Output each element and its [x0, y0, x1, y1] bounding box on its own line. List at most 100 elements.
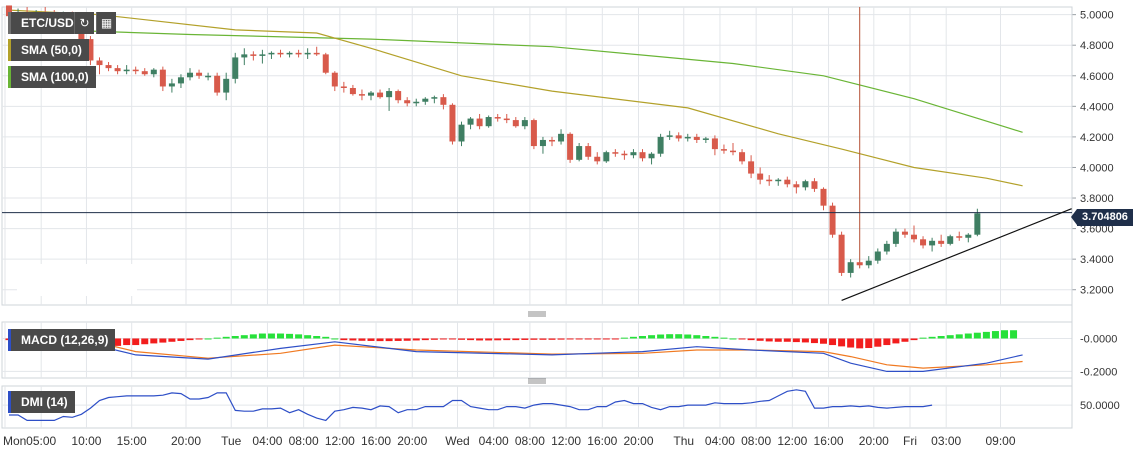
xtick-label: 15:00 — [117, 434, 147, 448]
macd-hist-bar — [521, 338, 529, 340]
macd-hist-bar — [114, 338, 122, 346]
candle-body — [6, 5, 12, 17]
macd-hist-bar — [340, 338, 348, 341]
macd-hist-bar — [503, 338, 511, 341]
macd-hist-bar — [222, 336, 230, 339]
candle-body — [340, 86, 347, 88]
macd-hist-bar — [204, 338, 212, 340]
macd-hist-bar — [982, 331, 990, 339]
candle-body — [141, 71, 148, 75]
candle-body — [693, 136, 700, 140]
macd-hist-bar — [847, 338, 855, 348]
candle-body — [567, 133, 574, 160]
candle-body — [521, 120, 528, 127]
macd-hist-bar — [249, 334, 257, 339]
candle-body — [920, 239, 927, 246]
macd-hist-bar — [295, 334, 303, 339]
macd-hist-bar — [611, 338, 619, 340]
macd-hist-bar — [928, 336, 936, 339]
candle-body — [485, 117, 492, 127]
macd-hist-bar — [322, 336, 330, 339]
candle-body — [431, 97, 438, 99]
dmi-chip[interactable]: DMI (14) — [8, 391, 75, 413]
candle-body — [458, 124, 465, 142]
ytick-label-price: 3.8000 — [1080, 193, 1114, 205]
xtick-label: 16:00 — [361, 434, 391, 448]
macd-hist-bar — [286, 333, 294, 339]
macd-hist-bar — [910, 338, 918, 341]
candle-body — [657, 136, 664, 154]
macd-hist-bar — [584, 338, 592, 340]
candle-body — [874, 251, 881, 261]
pane-frame-1 — [1, 321, 1073, 379]
macd-hist-bar — [620, 337, 628, 339]
macd-hist-bar — [385, 338, 393, 342]
xtick-label: 16:00 — [814, 434, 844, 448]
symbol-label: ETC/USD — [21, 16, 74, 30]
xtick-label: 20:00 — [397, 434, 427, 448]
macd-hist-bar — [476, 338, 484, 341]
candle-body — [702, 138, 709, 140]
candle-body — [223, 78, 230, 93]
macd-hist-bar — [792, 338, 800, 343]
candle-body — [187, 72, 193, 78]
ytick-label-price: 4.0000 — [1080, 162, 1114, 174]
candles — [6, 5, 981, 278]
xtick-label: 12:00 — [777, 434, 807, 448]
ytick-label-price: 4.6000 — [1080, 71, 1114, 83]
candles-button[interactable]: ▦ — [96, 12, 116, 34]
xtick-label: 20:00 — [859, 434, 889, 448]
candle-body — [829, 205, 836, 235]
macd-hist-bar — [331, 338, 339, 340]
candle-body — [883, 243, 890, 252]
candle-body — [196, 72, 203, 76]
macd-hist-bar — [629, 336, 637, 339]
candle-body — [666, 135, 673, 137]
macd-hist-bar — [485, 338, 493, 341]
candle-body — [793, 184, 800, 188]
macd-hist-bar — [168, 338, 176, 342]
candle-body — [594, 156, 601, 162]
macd-hist-bar — [946, 335, 954, 339]
macd-hist-bar — [747, 338, 755, 341]
macd-hist-bar — [557, 338, 565, 340]
candle-body — [132, 69, 139, 72]
macd-hist-bar — [1001, 330, 1008, 339]
macd-hist-bar — [448, 338, 456, 340]
macd-hist-bar — [838, 338, 846, 347]
candle-body — [802, 181, 809, 188]
candle-body — [404, 100, 411, 104]
sma50-label: SMA (50,0) — [21, 43, 82, 57]
macd-hist-bar — [901, 338, 909, 342]
candle-body — [621, 153, 628, 156]
macd-hist-bar — [892, 338, 900, 344]
xtick-label: 05:00 — [26, 434, 56, 448]
sma50-chip[interactable]: SMA (50,0) — [8, 39, 89, 61]
macd-hist-bar — [738, 338, 746, 340]
candle-body — [114, 68, 121, 72]
candle-body — [440, 97, 447, 105]
candle-body — [277, 52, 284, 55]
current-price-label: 3.704806 — [1071, 209, 1133, 226]
candle-body — [467, 118, 474, 125]
macd-hist-bar — [919, 337, 927, 339]
macd-hist-bar — [829, 338, 837, 346]
macd-hist-bar — [711, 336, 719, 339]
macd-chip[interactable]: MACD (12,26,9) — [8, 329, 116, 351]
candle-body — [476, 118, 483, 127]
sma100-chip[interactable]: SMA (100,0) — [8, 66, 96, 88]
macd-hist-bar — [801, 338, 809, 343]
candle-body — [585, 146, 592, 157]
macd-hist-bar — [267, 333, 275, 339]
macd-hist-bar — [973, 332, 981, 339]
xtick-label: 08:00 — [741, 434, 771, 448]
refresh-button[interactable]: ↻ — [74, 12, 94, 34]
macd-hist-bar — [421, 338, 429, 341]
candle-body — [811, 181, 818, 189]
candle-body — [449, 104, 456, 142]
candle-body — [838, 234, 845, 273]
candle-body — [901, 231, 908, 235]
symbol-chip[interactable]: ETC/USD — [8, 12, 81, 34]
xtick-label: 04:00 — [479, 434, 509, 448]
candle-body — [395, 91, 402, 101]
